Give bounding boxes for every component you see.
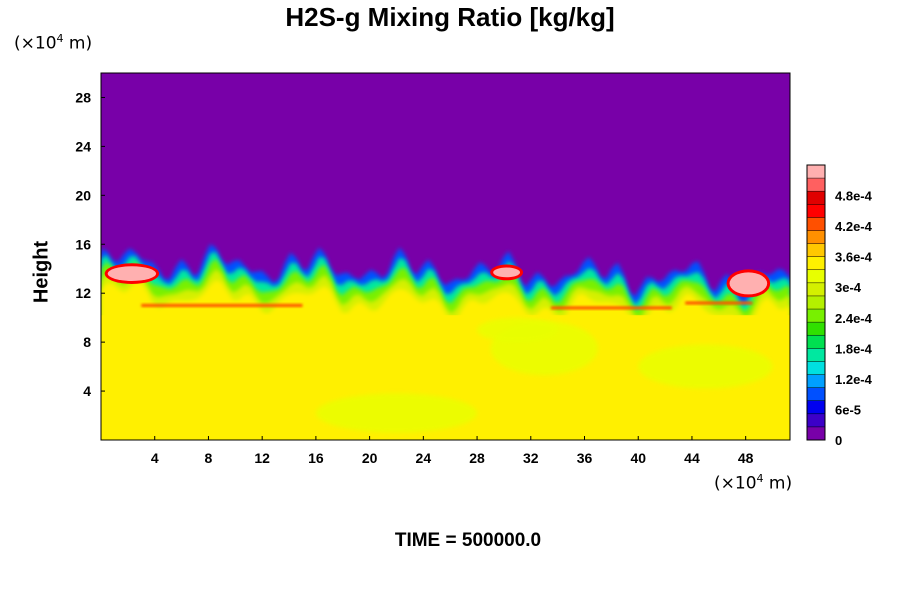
colorbar-label: 3.6e-4 bbox=[835, 250, 873, 265]
colorbar-label: 1.8e-4 bbox=[835, 341, 873, 356]
colorbar-swatch bbox=[807, 165, 825, 179]
y-tick-label: 16 bbox=[75, 236, 91, 252]
x-axis-unit: (×104 m) bbox=[714, 472, 792, 494]
colorbar-swatch bbox=[807, 374, 825, 388]
chart-title: H2S-g Mixing Ratio [kg/kg] bbox=[285, 2, 615, 32]
y-unit-exponent: 4 bbox=[56, 32, 64, 45]
peak-blob bbox=[493, 267, 521, 278]
high-value-streak bbox=[685, 301, 753, 305]
y-tick-label: 28 bbox=[75, 89, 91, 105]
y-tick-label: 12 bbox=[75, 285, 91, 301]
peak-blob bbox=[729, 272, 768, 295]
colorbar-label: 1.2e-4 bbox=[835, 372, 873, 387]
peak-blob bbox=[107, 266, 157, 281]
colorbar-swatch bbox=[807, 256, 825, 271]
colorbar-swatch bbox=[807, 282, 825, 297]
colorbar-swatch bbox=[807, 309, 825, 323]
x-tick-label: 12 bbox=[254, 450, 270, 466]
colorbar-swatch bbox=[807, 322, 825, 336]
y-tick-label: 20 bbox=[75, 187, 91, 203]
colorbar-label: 4.8e-4 bbox=[835, 189, 873, 204]
lower-layer-patch bbox=[638, 344, 773, 389]
y-axis: 4 8 12 16 20 24 28 bbox=[75, 89, 105, 399]
x-tick-label: 28 bbox=[469, 450, 485, 466]
colorbar-swatch bbox=[807, 400, 825, 415]
colorbar-swatch bbox=[807, 191, 825, 205]
x-tick-label: 8 bbox=[205, 450, 213, 466]
colorbar-swatch bbox=[807, 426, 825, 441]
high-value-streak bbox=[141, 303, 303, 307]
colorbar-label: 3e-4 bbox=[835, 280, 862, 295]
x-unit-suffix: m) bbox=[763, 473, 793, 494]
x-unit-prefix: (×10 bbox=[714, 473, 757, 494]
colorbar: 0 6e-5 1.2e-4 1.8e-4 2.4e-4 3e-4 3.6e-4 4.2e-4 4… bbox=[806, 164, 873, 448]
colorbar-swatch bbox=[807, 361, 825, 375]
colorbar-swatch bbox=[807, 348, 825, 362]
x-tick-label: 48 bbox=[738, 450, 754, 466]
colorbar-swatch bbox=[807, 335, 825, 349]
colorbar-label: 6e-5 bbox=[835, 402, 861, 417]
x-unit-exponent: 4 bbox=[756, 472, 764, 485]
colorbar-label: 4.2e-4 bbox=[835, 219, 873, 234]
x-tick-label: 36 bbox=[577, 450, 593, 466]
y-tick-label: 24 bbox=[75, 138, 91, 154]
y-tick-label: 8 bbox=[83, 334, 91, 350]
x-tick-label: 44 bbox=[684, 450, 700, 466]
y-unit-suffix: m) bbox=[63, 33, 93, 54]
heatmap-field bbox=[101, 73, 790, 440]
y-axis-unit: (×104 m) bbox=[14, 32, 92, 54]
colorbar-label: 2.4e-4 bbox=[835, 311, 873, 326]
x-tick-label: 40 bbox=[630, 450, 646, 466]
y-tick-label: 4 bbox=[83, 383, 91, 399]
colorbar-frame bbox=[806, 164, 826, 441]
colorbar-swatch bbox=[807, 387, 825, 402]
colorbar-swatch bbox=[807, 269, 825, 284]
colorbar-swatch bbox=[807, 178, 825, 192]
colorbar-swatch bbox=[807, 413, 825, 428]
time-label: TIME = 500000.0 bbox=[394, 530, 542, 551]
colorbar-swatch bbox=[807, 230, 825, 244]
colorbar-label: 0 bbox=[835, 433, 842, 448]
colorbar-swatch bbox=[807, 295, 825, 310]
high-value-streak bbox=[550, 306, 672, 310]
y-unit-prefix: (×10 bbox=[14, 33, 57, 54]
x-tick-label: 4 bbox=[151, 450, 159, 466]
plot-frame bbox=[100, 72, 791, 441]
x-tick-label: 32 bbox=[523, 450, 539, 466]
colorbar-swatch bbox=[807, 204, 825, 218]
colorbar-swatch bbox=[807, 217, 825, 231]
colorbar-swatch bbox=[807, 243, 825, 257]
x-tick-label: 16 bbox=[308, 450, 324, 466]
x-tick-label: 20 bbox=[362, 450, 378, 466]
x-axis: 4 8 12 16 20 24 28 32 36 40 44 48 bbox=[151, 436, 754, 466]
lower-layer-patch bbox=[477, 317, 558, 343]
x-tick-label: 24 bbox=[416, 450, 432, 466]
lower-layer-patch bbox=[315, 393, 478, 433]
